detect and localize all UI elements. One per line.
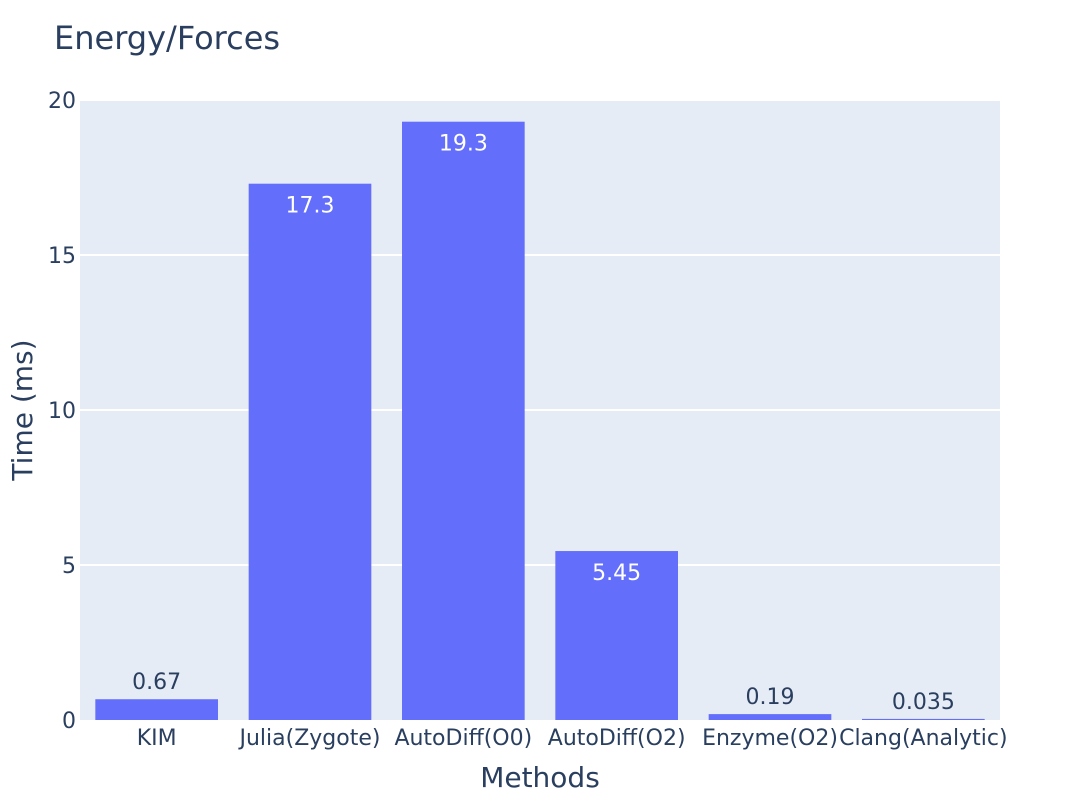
x-tick-label: Clang(Analytic) xyxy=(839,726,1007,751)
bar xyxy=(555,551,678,720)
y-tick-label: 10 xyxy=(48,399,76,424)
data-labels: 0.67 17.3 19.3 5.45 0.19 0.035 xyxy=(132,132,955,715)
data-label: 0.19 xyxy=(746,685,795,710)
x-axis-title: Methods xyxy=(480,761,600,794)
y-tick-label: 15 xyxy=(48,244,76,269)
data-label: 5.45 xyxy=(592,561,641,586)
y-tick-label: 5 xyxy=(62,554,76,579)
y-axis-title: Time (ms) xyxy=(6,339,39,481)
data-label: 0.67 xyxy=(132,670,181,695)
x-tick-label: KIM xyxy=(137,726,177,751)
y-axis-ticks: 0 5 10 15 20 xyxy=(48,89,76,734)
bar xyxy=(862,718,985,720)
x-tick-label: Enzyme(O2) xyxy=(702,726,838,751)
gridlines xyxy=(80,99,1000,566)
data-label: 17.3 xyxy=(286,194,335,219)
x-tick-label: Julia(Zygote) xyxy=(238,726,381,751)
x-tick-label: AutoDiff(O2) xyxy=(548,726,686,751)
bar xyxy=(708,714,832,720)
y-tick-label: 20 xyxy=(48,89,76,114)
bar xyxy=(402,121,525,720)
chart-title: Energy/Forces xyxy=(54,19,280,57)
data-label: 19.3 xyxy=(439,132,488,157)
x-tick-label: AutoDiff(O0) xyxy=(394,726,532,751)
bar xyxy=(248,183,372,720)
bars xyxy=(95,121,985,720)
x-axis-ticks: KIM Julia(Zygote) AutoDiff(O0) AutoDiff(O2)… xyxy=(137,726,1008,751)
data-label: 0.035 xyxy=(892,690,955,715)
bar xyxy=(95,699,218,720)
y-tick-label: 0 xyxy=(62,709,76,734)
